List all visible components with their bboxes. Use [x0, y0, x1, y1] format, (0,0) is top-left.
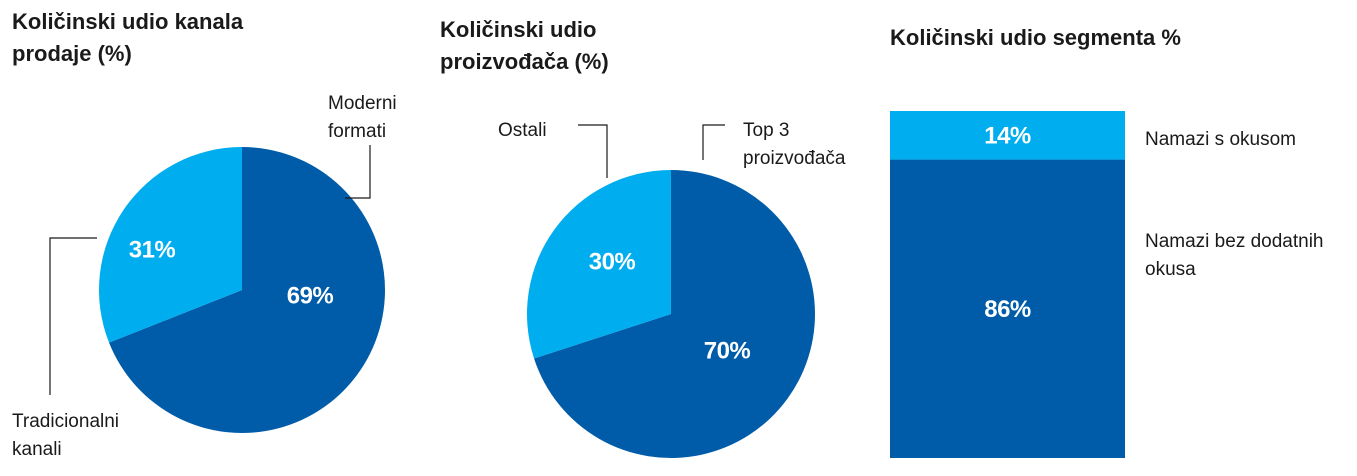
value-label: 30%: [589, 248, 636, 275]
pie-slice: [109, 147, 385, 434]
chart-title: Količinski udio segmenta %: [890, 25, 1181, 50]
value-label: 70%: [704, 337, 751, 364]
leader-line: [49, 237, 97, 395]
leader-line: [702, 124, 725, 160]
category-label: Moderni formati: [328, 93, 397, 142]
leader-line: [345, 145, 371, 199]
value-label: 69%: [287, 282, 334, 309]
legend-label: Namazi bez dodatnih okusa: [1145, 231, 1324, 280]
pie-slice: [534, 170, 816, 459]
category-label: Top 3 proizvođača: [743, 120, 846, 169]
value-label: 86%: [984, 296, 1031, 323]
bar-segment: [890, 111, 1125, 160]
legend-label: Namazi s okusom: [1145, 129, 1296, 150]
leader-line: [578, 124, 608, 178]
value-label: 31%: [129, 236, 176, 263]
chart-title: Količinski udio kanala prodaje (%): [12, 9, 244, 66]
chart-title: Količinski udio proizvođača (%): [440, 17, 609, 74]
pie-slice: [527, 170, 671, 359]
category-label: Ostali: [498, 120, 547, 141]
pie-slice: [99, 147, 243, 343]
bar-segment: [890, 159, 1125, 458]
category-label: Tradicionalni kanali: [12, 411, 120, 460]
value-label: 14%: [984, 123, 1031, 150]
